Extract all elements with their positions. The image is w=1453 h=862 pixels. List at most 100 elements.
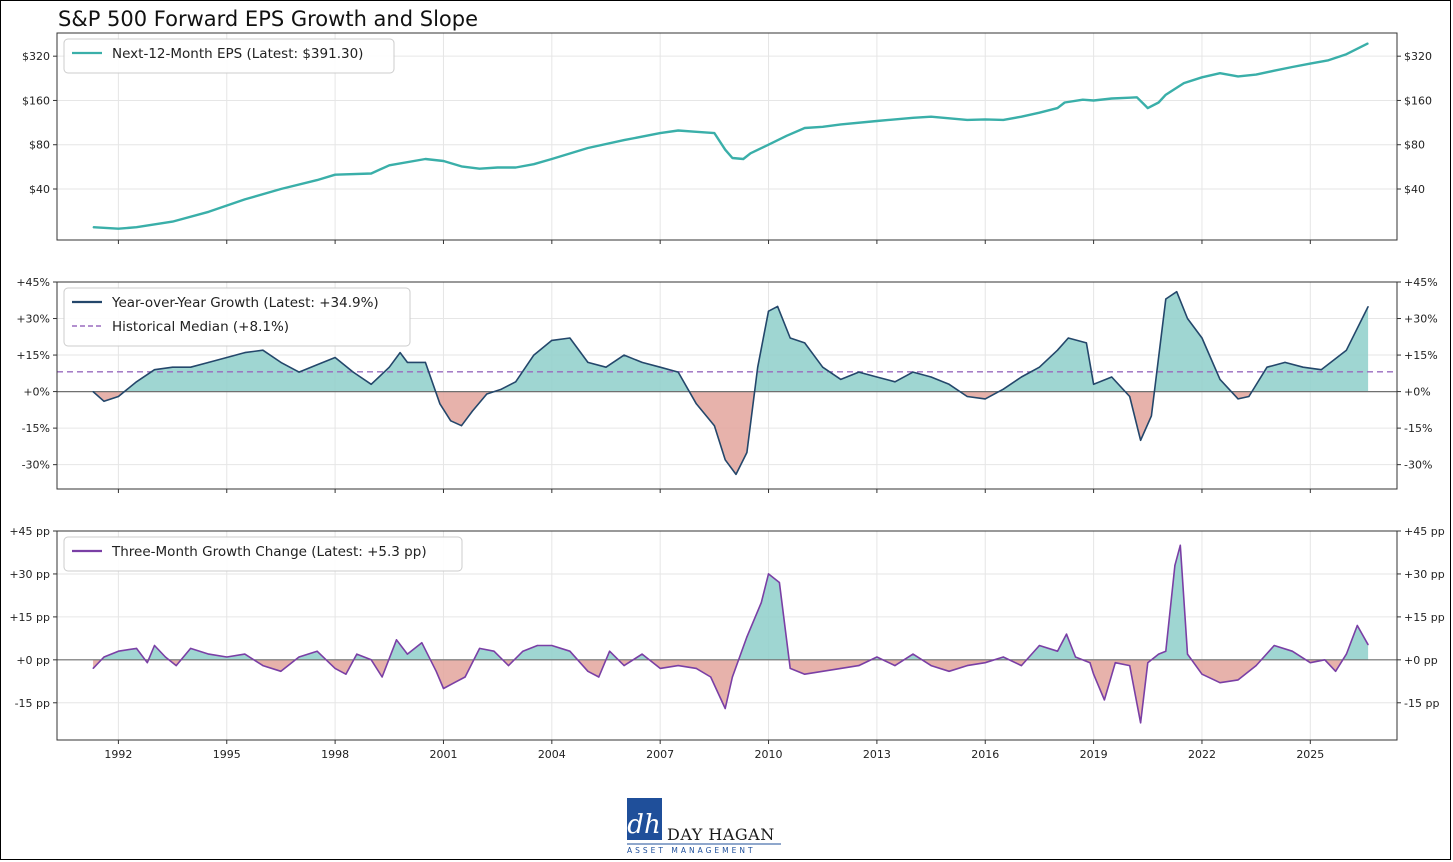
data-point	[677, 371, 679, 373]
data-point	[1093, 673, 1095, 675]
y-tick-label: -30%	[22, 459, 50, 472]
data-point	[280, 188, 282, 190]
data-point	[695, 667, 697, 670]
y-tick-label: +0 pp	[16, 654, 50, 667]
data-point	[876, 120, 878, 122]
negative-area	[1082, 659, 1152, 723]
y-tick-label-right: $320	[1404, 50, 1432, 63]
x-tick-label: 1995	[213, 748, 241, 761]
data-point	[912, 117, 914, 119]
data-point	[1165, 94, 1167, 96]
y-tick-label: +30 pp	[9, 568, 50, 581]
data-point	[984, 118, 986, 120]
data-point	[840, 378, 842, 380]
data-point	[1158, 101, 1160, 104]
data-point	[388, 366, 390, 368]
x-tick-label: 2019	[1080, 748, 1108, 761]
data-point	[724, 707, 726, 710]
negative-area	[1125, 391, 1155, 441]
data-point	[1320, 369, 1322, 371]
data-point	[164, 656, 166, 658]
data-point	[486, 393, 488, 395]
data-point	[424, 361, 426, 363]
data-point	[262, 349, 264, 351]
data-point	[1174, 564, 1176, 567]
series-line-slope	[92, 544, 1369, 724]
data-point	[609, 650, 611, 652]
data-point	[1002, 119, 1004, 121]
data-point	[1082, 99, 1084, 101]
y-tick-label-right: -30%	[1404, 459, 1432, 472]
y-tick-label: -15%	[22, 422, 50, 435]
data-point	[1237, 75, 1239, 77]
data-point	[298, 656, 300, 658]
data-point	[930, 665, 932, 667]
chart-title: S&P 500 Forward EPS Growth and Slope	[58, 7, 478, 31]
data-point	[746, 636, 748, 638]
y-tick-label: +45 pp	[9, 525, 50, 538]
x-tick-label: 2004	[538, 748, 566, 761]
data-point	[533, 354, 535, 356]
y-tick-label: $40	[29, 183, 50, 196]
data-point	[1093, 99, 1095, 102]
data-point	[1089, 662, 1091, 664]
logo-name: DAY HAGAN	[667, 825, 775, 844]
data-point	[1002, 656, 1004, 658]
data-point	[966, 119, 968, 121]
data-point	[515, 166, 517, 169]
y-tick-label-right: +15%	[1404, 349, 1438, 362]
negative-area	[502, 659, 515, 666]
data-point	[190, 647, 192, 650]
data-point	[1291, 650, 1293, 652]
data-point	[460, 425, 463, 427]
data-point	[587, 670, 589, 672]
y-tick-label: $80	[29, 139, 50, 152]
y-tick-label: +15%	[16, 349, 50, 362]
data-point	[1266, 366, 1268, 368]
y-tick-label-right: +30%	[1404, 313, 1438, 326]
data-point	[460, 165, 463, 167]
data-point	[840, 123, 842, 125]
data-point	[912, 371, 914, 373]
data-point	[1219, 682, 1221, 684]
data-point	[1129, 665, 1131, 667]
negative-area	[577, 659, 606, 677]
y-tick-label: $320	[22, 50, 50, 63]
data-point	[912, 653, 914, 655]
legend-entry: Historical Median (+8.1%)	[112, 319, 289, 335]
data-point	[262, 665, 264, 667]
data-point	[735, 473, 737, 475]
data-point	[479, 168, 481, 170]
data-point	[1219, 378, 1221, 380]
data-point	[1345, 349, 1347, 351]
y-tick-label-right: $80	[1404, 139, 1425, 152]
data-point	[623, 354, 625, 356]
data-point	[442, 687, 445, 690]
data-point	[930, 376, 932, 378]
data-point	[695, 131, 697, 133]
legend-entry: Three-Month Growth Change (Latest: +5.3 …	[111, 544, 427, 560]
data-point	[381, 676, 383, 678]
data-point	[280, 361, 282, 363]
y-tick-label-right: +0%	[1404, 386, 1431, 399]
data-point	[1056, 107, 1059, 109]
data-point	[1136, 96, 1138, 98]
data-point	[767, 573, 770, 575]
positive-area	[124, 350, 436, 392]
data-point	[316, 179, 318, 181]
data-point	[1327, 59, 1329, 61]
data-point	[356, 653, 358, 655]
data-point	[464, 676, 466, 678]
data-point	[1093, 383, 1095, 385]
data-point	[1085, 342, 1087, 344]
negative-area	[253, 659, 296, 672]
logo-mark-letters: dh	[627, 810, 660, 840]
axes-box	[56, 530, 1398, 741]
x-tick-label: 2001	[429, 748, 457, 761]
data-point	[1176, 291, 1178, 293]
y-tick-label-right: -15%	[1404, 422, 1432, 435]
data-point	[1038, 644, 1040, 647]
data-point	[316, 650, 318, 652]
